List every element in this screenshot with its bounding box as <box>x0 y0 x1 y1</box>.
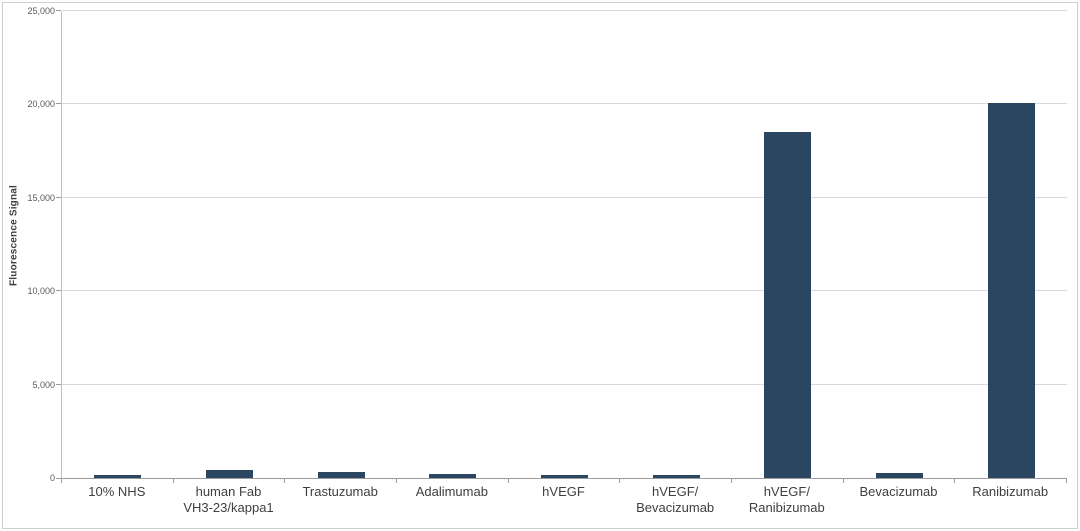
plot-area <box>61 10 1067 479</box>
y-axis-tick <box>56 196 61 198</box>
gridline <box>62 383 1067 385</box>
x-category-label: hVEGF <box>542 484 585 499</box>
bar-human-fab-vh3-23-kappa1 <box>206 470 253 478</box>
y-axis-tick <box>56 103 61 105</box>
x-axis-tick <box>954 479 956 483</box>
x-category-label: Bevacizumab <box>859 484 938 499</box>
x-axis-tick <box>172 479 174 483</box>
y-tick-label: 10,000 <box>27 286 55 297</box>
bar-adalimumab <box>429 474 477 478</box>
bar-10-nhs <box>94 475 142 478</box>
x-axis-tick <box>731 479 732 483</box>
x-category-label: 10% NHS <box>88 484 146 499</box>
gridline <box>62 196 1067 198</box>
x-axis-tick <box>396 479 397 483</box>
y-tick-label: 0 <box>49 473 55 483</box>
bar-ranibizumab <box>987 103 1035 478</box>
y-tick-label: 20,000 <box>27 99 55 110</box>
y-axis-tick <box>56 383 61 385</box>
bar-hvegf <box>541 475 588 478</box>
x-axis-tick <box>507 479 509 483</box>
x-category-label: hVEGF/ Bevacizumab <box>636 484 715 515</box>
y-tick-label: 15,000 <box>27 192 55 203</box>
bar-hvegf-bevacizumab <box>652 475 700 478</box>
x-axis-tick <box>1066 479 1067 483</box>
bar-hvegf-ranibizumab <box>764 132 812 478</box>
x-axis-tick <box>619 479 621 483</box>
y-axis-title: Fluorescence Signal <box>8 184 20 287</box>
y-axis-tick <box>56 10 61 11</box>
y-axis-tick <box>56 290 61 292</box>
x-category-label: Adalimumab <box>415 484 488 499</box>
y-tick-label: 25,000 <box>27 6 55 16</box>
x-category-label: Ranibizumab <box>972 484 1049 499</box>
x-category-label: human Fab VH3-23/kappa1 <box>183 484 274 515</box>
y-tick-label: 5,000 <box>32 379 55 390</box>
bar-bevacizumab <box>876 473 923 478</box>
gridline <box>62 103 1067 105</box>
gridline <box>62 290 1067 292</box>
x-axis-tick <box>61 479 62 483</box>
x-category-label: Trastuzumab <box>302 484 378 499</box>
bar-trastuzumab <box>317 472 365 478</box>
x-category-label: hVEGF/ Ranibizumab <box>748 484 825 515</box>
x-axis-tick <box>842 479 844 483</box>
x-axis-tick <box>284 479 286 483</box>
y-axis-tick <box>56 478 61 479</box>
gridline <box>62 10 1067 11</box>
